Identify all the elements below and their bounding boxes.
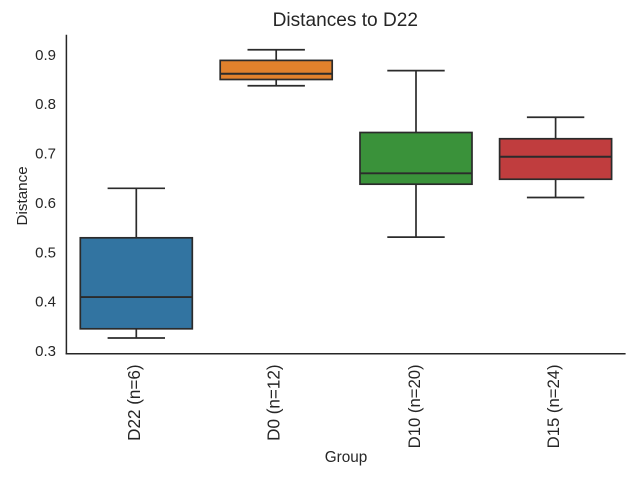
svg-text:Distances to D22: Distances to D22 [273, 10, 418, 31]
svg-text:Group: Group [325, 449, 368, 466]
svg-text:0.4: 0.4 [35, 294, 56, 311]
svg-text:Distance: Distance [14, 166, 31, 225]
svg-text:D22 (n=6): D22 (n=6) [125, 364, 144, 441]
svg-text:D10 (n=20): D10 (n=20) [405, 364, 424, 448]
svg-text:0.9: 0.9 [35, 47, 56, 64]
svg-text:D15 (n=24): D15 (n=24) [544, 364, 563, 448]
svg-text:0.5: 0.5 [35, 244, 56, 261]
svg-text:0.3: 0.3 [35, 343, 56, 360]
svg-text:D0 (n=12): D0 (n=12) [265, 364, 284, 441]
svg-text:0.7: 0.7 [35, 146, 56, 163]
svg-text:0.6: 0.6 [35, 195, 56, 212]
svg-text:0.8: 0.8 [35, 96, 56, 113]
